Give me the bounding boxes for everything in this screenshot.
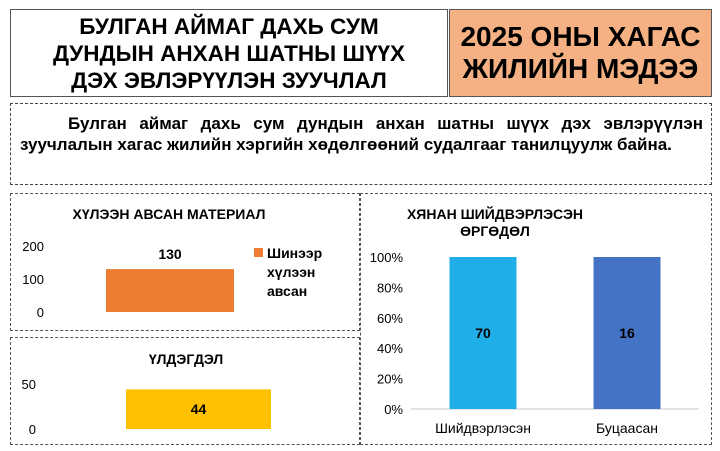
x-tick-label: Шийдвэрлэсэн — [435, 420, 531, 436]
period-badge-text: 2025 ОНЫ ХАГАС ЖИЛИЙН МЭДЭЭ — [460, 21, 701, 84]
bar-balance — [126, 389, 271, 429]
bar-resolved — [449, 257, 517, 409]
balance-chart: ҮЛДЭГДЭЛ 0 50 44 — [22, 351, 271, 437]
chart-title: ХҮЛЭЭН АВСАН МАТЕРИАЛ — [73, 206, 266, 222]
data-label: 16 — [619, 325, 635, 341]
legend-swatch — [254, 248, 263, 257]
y-tick-label: 100% — [370, 250, 404, 265]
chart-title-line2: ӨРГӨДӨЛ — [460, 223, 530, 239]
legend-label-line1: Шинээр — [267, 245, 322, 261]
y-tick-label: 80% — [377, 280, 403, 295]
x-tick-label: Буцаасан — [596, 420, 658, 436]
data-label: 70 — [475, 325, 491, 341]
chart-title: ҮЛДЭГДЭЛ — [149, 351, 223, 367]
y-tick-label: 50 — [22, 377, 36, 392]
data-label: 44 — [191, 401, 207, 417]
legend-label-line3: авсан — [267, 283, 307, 299]
y-tick-label: 20% — [377, 372, 403, 387]
data-label: 130 — [158, 246, 182, 262]
chart-title-line1: ХЯНАН ШИЙДВЭРЛЭСЭН — [407, 205, 583, 222]
y-tick-label: 40% — [377, 341, 403, 356]
y-tick-label: 60% — [377, 311, 403, 326]
received-material-panel: ХҮЛЭЭН АВСАН МАТЕРИАЛ 0 100 200 130 Шинээр… — [10, 193, 360, 331]
bar-received — [106, 269, 234, 312]
period-badge: 2025 ОНЫ ХАГАС ЖИЛИЙН МЭДЭЭ — [449, 9, 712, 97]
reviewed-petitions-chart: ХЯНАН ШИЙДВЭРЛЭСЭН ӨРГӨДӨЛ 0% 20% 40% 60% 80… — [370, 205, 699, 436]
report-title-box: БУЛГАН АЙМАГ ДАХЬ СУМ ДУНДЫН АНХАН ШАТНЫ… — [10, 9, 448, 97]
balance-panel: ҮЛДЭГДЭЛ 0 50 44 — [10, 337, 360, 445]
bar-returned — [593, 257, 661, 409]
received-material-chart: ХҮЛЭЭН АВСАН МАТЕРИАЛ 0 100 200 130 Шинээр… — [22, 206, 322, 320]
y-tick-label: 200 — [22, 239, 44, 254]
intro-paragraph: Булган аймаг дахь сум дундын анхан шатны… — [10, 103, 712, 185]
y-tick-label: 100 — [22, 272, 44, 287]
y-tick-label: 0% — [384, 402, 403, 417]
reviewed-petitions-panel: ХЯНАН ШИЙДВЭРЛЭСЭН ӨРГӨДӨЛ 0% 20% 40% 60% 80… — [360, 193, 712, 445]
legend-label-line2: хүлээн — [267, 264, 315, 280]
y-tick-label: 0 — [29, 422, 36, 437]
report-title: БУЛГАН АЙМАГ ДАХЬ СУМ ДУНДЫН АНХАН ШАТНЫ… — [52, 13, 405, 93]
y-tick-label: 0 — [37, 305, 44, 320]
